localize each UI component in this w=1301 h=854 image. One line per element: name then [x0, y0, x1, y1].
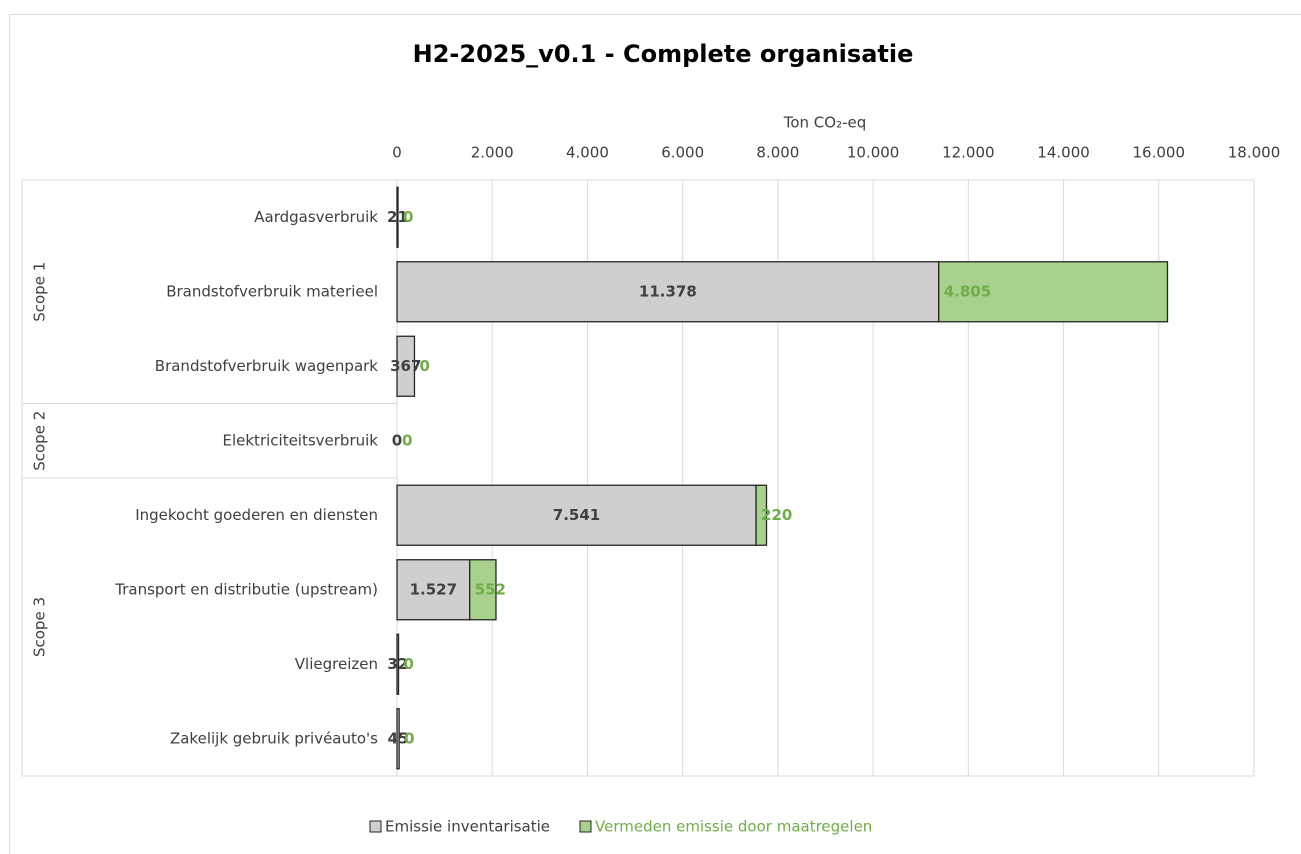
- x-tick-label: 16.000: [1133, 144, 1186, 162]
- x-tick-label: 6.000: [661, 144, 704, 162]
- x-tick-label: 2.000: [471, 144, 514, 162]
- y-tick-label: Elektriciteitsverbruik: [223, 431, 379, 449]
- y-tick-label: Aardgasverbruik: [254, 208, 378, 226]
- value-label: 220: [761, 506, 792, 524]
- legend-label: Vermeden emissie door maatregelen: [595, 818, 872, 836]
- value-label: 45: [388, 729, 409, 747]
- value-label: 0: [392, 431, 402, 449]
- value-label: 1.527: [410, 580, 457, 598]
- axis-title: Ton CO₂-eq: [783, 114, 867, 132]
- group-label: Scope 1: [31, 262, 49, 322]
- x-tick-label: 10.000: [847, 144, 900, 162]
- value-label: 0: [404, 655, 414, 673]
- value-label: 367: [390, 357, 421, 375]
- bar: [396, 559, 471, 621]
- bar: [396, 633, 400, 695]
- legend-label: Emissie inventarisatie: [385, 818, 550, 836]
- value-label: 11.378: [639, 282, 697, 300]
- bar: [396, 708, 400, 770]
- x-tick-label: 18.000: [1228, 144, 1281, 162]
- y-tick-label: Vliegreizen: [295, 655, 378, 673]
- value-label: 0: [404, 729, 414, 747]
- group-label: Scope 3: [31, 597, 49, 657]
- group-label: Scope 2: [31, 411, 49, 471]
- legend-swatch: [369, 820, 382, 833]
- y-tick-label: Brandstofverbruik wagenpark: [155, 357, 379, 375]
- x-tick-label: 12.000: [942, 144, 995, 162]
- x-tick-label: 14.000: [1037, 144, 1090, 162]
- value-label: 32: [387, 655, 408, 673]
- y-tick-label: Brandstofverbruik materieel: [166, 282, 378, 300]
- y-tick-label: Zakelijk gebruik privéauto's: [170, 729, 378, 747]
- bar: [938, 261, 1169, 323]
- y-tick-label: Ingekocht goederen en diensten: [135, 506, 378, 524]
- x-tick-label: 8.000: [756, 144, 799, 162]
- value-label: 0: [403, 208, 413, 226]
- value-label: 0: [402, 431, 412, 449]
- bar: [396, 186, 399, 248]
- y-tick-label: Transport en distributie (upstream): [114, 580, 378, 598]
- value-label: 0: [419, 357, 429, 375]
- value-label: 4.805: [944, 282, 991, 300]
- bar: [396, 335, 416, 397]
- bar: [396, 261, 940, 323]
- bar: [755, 484, 768, 546]
- value-label: 7.541: [553, 506, 600, 524]
- x-tick-label: 4.000: [566, 144, 609, 162]
- x-tick-label: 0: [392, 144, 402, 162]
- legend-swatch: [579, 820, 592, 833]
- chart-title: H2-2025_v0.1 - Complete organisatie: [413, 40, 914, 68]
- value-label: 21: [387, 208, 408, 226]
- value-label: 552: [475, 580, 506, 598]
- bar: [469, 559, 497, 621]
